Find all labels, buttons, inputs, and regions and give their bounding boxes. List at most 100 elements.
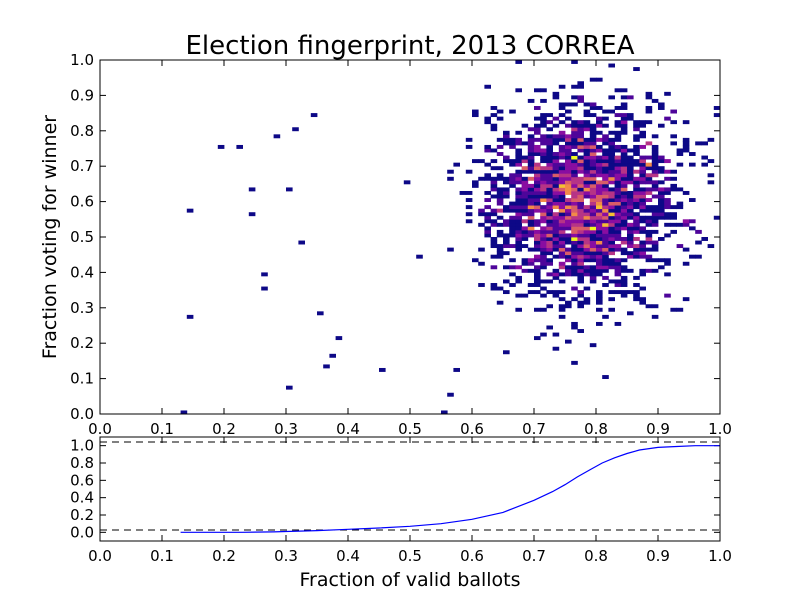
heatmap-cell (639, 134, 646, 139)
heatmap-cell (633, 201, 640, 206)
heatmap-cell (620, 127, 628, 132)
heatmap-cell (571, 219, 578, 224)
heatmap-cell (571, 95, 578, 100)
heatmap-cell (540, 169, 547, 174)
heatmap-cell (589, 226, 597, 231)
heatmap-cell (521, 261, 529, 266)
heatmap-cell (651, 215, 659, 220)
heatmap-cell (589, 137, 597, 142)
heatmap-cell (596, 219, 603, 224)
heatmap-cell (534, 268, 541, 273)
heatmap-cell (589, 215, 597, 220)
x-tick-label: 0.3 (274, 547, 298, 565)
heatmap-cell (540, 180, 547, 185)
heatmap-cell (515, 130, 522, 135)
heatmap-cell (682, 144, 690, 149)
heatmap-cell (521, 212, 529, 217)
heatmap-cell (515, 229, 522, 234)
heatmap-cell (515, 159, 522, 164)
heatmap-cell (633, 244, 640, 249)
heatmap-cell (664, 212, 671, 217)
heatmap-cell (527, 169, 535, 174)
heatmap-cell (645, 176, 653, 181)
heatmap-cell (484, 219, 491, 224)
heatmap-cell (527, 212, 535, 217)
heatmap-cell (596, 244, 603, 249)
heatmap-cell (620, 293, 628, 298)
heatmap-cell (503, 350, 510, 355)
heatmap-cell (534, 279, 541, 284)
heatmap-cell (583, 254, 591, 259)
heatmap-cell (540, 113, 547, 118)
heatmap-cell (639, 226, 646, 231)
heatmap-cell (509, 226, 516, 231)
heatmap-cell (546, 120, 553, 125)
heatmap-cell (571, 152, 578, 156)
heatmap-cell (577, 194, 584, 199)
heatmap-cell (583, 300, 591, 305)
heatmap-cell (589, 208, 597, 213)
heatmap-cell (608, 222, 615, 227)
heatmap-cell (608, 258, 615, 263)
heatmap-cell (571, 286, 578, 291)
heatmap-cell (614, 258, 622, 263)
heatmap-cell (589, 127, 597, 132)
heatmap-cell (645, 208, 653, 213)
heatmap-cell (571, 268, 578, 273)
x-tick-label: 0.7 (522, 420, 546, 438)
heatmap-cell (496, 300, 504, 305)
heatmap-cell (527, 198, 535, 202)
heatmap-cell (627, 116, 634, 121)
heatmap-cell (589, 212, 597, 217)
heatmap-cell (447, 392, 454, 397)
heatmap-cell (577, 329, 584, 333)
heatmap-cell (515, 205, 522, 210)
heatmap-cell (658, 190, 665, 195)
heatmap-cell (596, 290, 603, 295)
heatmap-cell (670, 212, 677, 217)
heatmap-cell (608, 229, 615, 234)
heatmap-cell (540, 279, 547, 284)
heatmap-cell (558, 240, 566, 245)
heatmap-cell (403, 180, 411, 185)
heatmap-cell (571, 127, 578, 132)
heatmap-cell (651, 244, 659, 249)
heatmap-cell (571, 198, 578, 202)
heatmap-cell (608, 162, 615, 167)
heatmap-cell (627, 155, 634, 160)
heatmap-cell (627, 113, 634, 118)
heatmap-cell (614, 123, 622, 128)
y-tick-label: 0.4 (70, 263, 94, 281)
heatmap-cell (534, 258, 541, 263)
heatmap-cell (527, 141, 535, 146)
heatmap-cell (546, 194, 553, 199)
heatmap-cell (596, 226, 603, 231)
heatmap-cell (583, 187, 591, 192)
heatmap-cell (651, 205, 659, 210)
heatmap-cell (521, 169, 529, 174)
heatmap-cell (571, 233, 578, 238)
heatmap-cell (534, 290, 541, 295)
heatmap-cell (596, 321, 603, 326)
heatmap-cell (503, 290, 510, 295)
heatmap-cell (589, 106, 597, 110)
heatmap-cell (645, 162, 653, 167)
heatmap-cell (496, 137, 504, 142)
heatmap-cell (608, 237, 615, 241)
heatmap-cell (515, 173, 522, 178)
heatmap-cell (658, 205, 665, 210)
heatmap-cell (639, 194, 646, 199)
heatmap-cell (565, 205, 572, 210)
heatmap-y-tick-labels: 0.0 0.1 0.2 0.3 0.4 0.5 0.6 0.7 0.8 0.9 1.0 (70, 51, 94, 423)
heatmap-cell (608, 212, 615, 217)
heatmap-cell (614, 215, 622, 220)
heatmap-cell (515, 152, 522, 156)
heatmap-cell (620, 268, 628, 273)
heatmap-cell (633, 212, 640, 217)
heatmap-cell (534, 201, 541, 206)
heatmap-cell (571, 190, 578, 195)
heatmap-cell (546, 162, 553, 167)
heatmap-cell (639, 300, 646, 305)
heatmap-cell (577, 176, 584, 181)
